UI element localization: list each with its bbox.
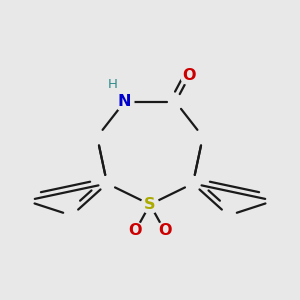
Text: S: S <box>144 197 156 212</box>
Circle shape <box>115 92 134 111</box>
Text: O: O <box>158 224 172 238</box>
Circle shape <box>156 222 174 240</box>
Text: O: O <box>183 68 196 83</box>
Text: N: N <box>118 94 131 110</box>
Circle shape <box>141 196 159 213</box>
Circle shape <box>181 67 198 85</box>
Text: O: O <box>128 224 142 238</box>
Text: H: H <box>108 78 118 91</box>
Circle shape <box>126 222 144 240</box>
